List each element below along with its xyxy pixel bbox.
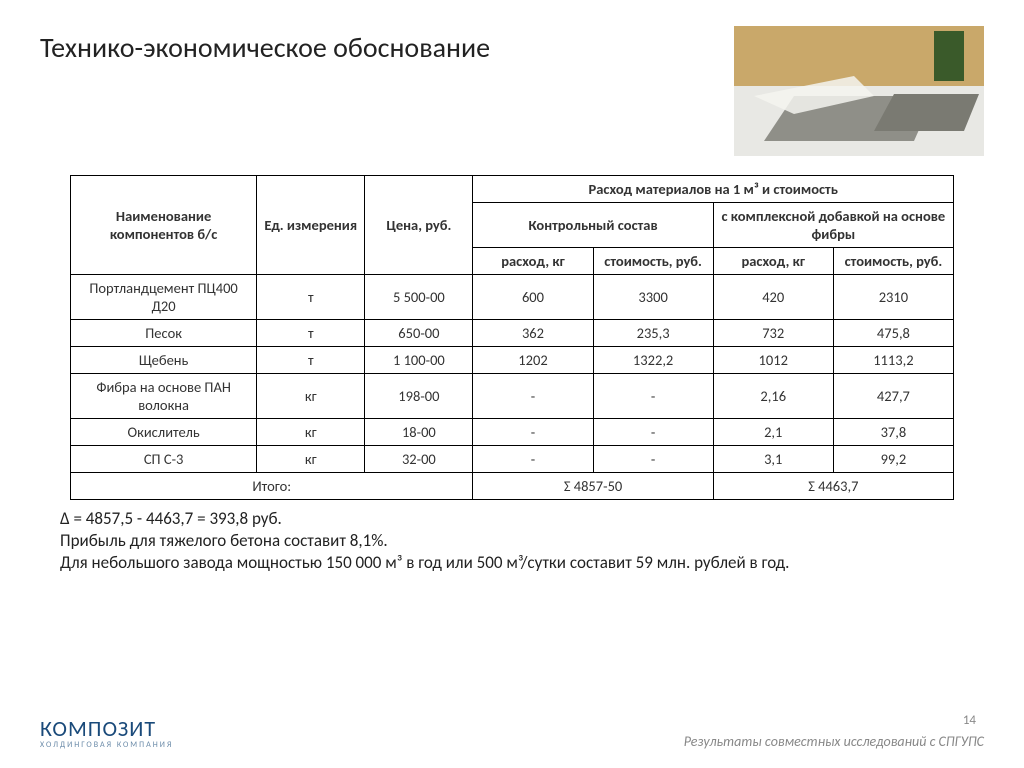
logo-main-text: КОМПОЗИТ [40,715,173,742]
table-cell: 732 [713,320,833,347]
table-row: Фибра на основе ПАН волокнакг198-00--2,1… [71,374,954,419]
table-cell: - [473,446,593,473]
table-cell: - [593,446,713,473]
table-cell: т [257,320,365,347]
table-cell: - [473,419,593,446]
logo-sub-text: ХОЛДИНГОВАЯ КОМПАНИЯ [40,740,173,750]
table-cell: 1322,2 [593,347,713,374]
table-row: Песокт650-00362235,3732475,8 [71,320,954,347]
table-cell: 600 [473,275,593,320]
footer-note: Результаты совместных исследований с СПГ… [684,733,984,750]
table-cell: 18-00 [365,419,473,446]
table-cell: кг [257,419,365,446]
total-row: Итого: Σ 4857-50 Σ 4463,7 [71,473,954,500]
table-cell: 32-00 [365,446,473,473]
table-cell: 99,2 [833,446,953,473]
table-cell: 650-00 [365,320,473,347]
slide-footer: КОМПОЗИТ ХОЛДИНГОВАЯ КОМПАНИЯ 14 Результ… [0,710,1024,750]
table-cell: 2,16 [713,374,833,419]
table-cell: - [593,419,713,446]
table-row: СП С-3кг32-00--3,199,2 [71,446,954,473]
total-additive: Σ 4463,7 [713,473,953,500]
th-additive-kg: расход, кг [713,248,833,275]
table-cell: 198-00 [365,374,473,419]
table-row: Щебеньт1 100-0012021322,210121113,2 [71,347,954,374]
total-label: Итого: [71,473,473,500]
table-cell: СП С-3 [71,446,257,473]
table-cell: 427,7 [833,374,953,419]
table-cell: кг [257,446,365,473]
table-row: Окислителькг18-00--2,137,8 [71,419,954,446]
th-unit: Ед. измерения [257,176,365,275]
table-body: Портландцемент ПЦ400 Д20т5 500-006003300… [71,275,954,473]
table-cell: 1202 [473,347,593,374]
table-cell: 420 [713,275,833,320]
th-additive-cost: стоимость, руб. [833,248,953,275]
table-cell: 1012 [713,347,833,374]
table-cell: 2310 [833,275,953,320]
table-cell: - [473,374,593,419]
table-cell: т [257,275,365,320]
th-control-cost: стоимость, руб. [593,248,713,275]
table-cell: 3300 [593,275,713,320]
table-cell: - [593,374,713,419]
table-cell: кг [257,374,365,419]
table-cell: 362 [473,320,593,347]
th-name: Наименование компонентов б/с [71,176,257,275]
table-cell: 3,1 [713,446,833,473]
page-number: 14 [963,713,976,728]
summary-line-1: Δ = 4857,5 - 4463,7 = 393,8 руб. [60,508,964,530]
table-cell: т [257,347,365,374]
company-logo: КОМПОЗИТ ХОЛДИНГОВАЯ КОМПАНИЯ [40,715,173,750]
table-cell: 475,8 [833,320,953,347]
table-cell: 5 500-00 [365,275,473,320]
table-row: Портландцемент ПЦ400 Д20т5 500-006003300… [71,275,954,320]
table-cell: Окислитель [71,419,257,446]
summary-line-3: Для небольшого завода мощностью 150 000 … [60,552,964,574]
th-control-kg: расход, кг [473,248,593,275]
table-cell: 2,1 [713,419,833,446]
th-consumption-group: Расход материалов на 1 м³ и стоимость [473,176,954,203]
table-cell: Портландцемент ПЦ400 Д20 [71,275,257,320]
table-cell: Песок [71,320,257,347]
cost-table: Наименование компонентов б/с Ед. измерен… [70,175,954,500]
summary-line-2: Прибыль для тяжелого бетона составит 8,1… [60,530,964,552]
cost-table-container: Наименование компонентов б/с Ед. измерен… [40,175,984,500]
table-cell: 1 100-00 [365,347,473,374]
table-cell: Щебень [71,347,257,374]
table-cell: 37,8 [833,419,953,446]
decorative-photo [734,26,984,156]
table-cell: Фибра на основе ПАН волокна [71,374,257,419]
th-additive: с комплексной добавкой на основе фибры [713,203,953,248]
summary-block: Δ = 4857,5 - 4463,7 = 393,8 руб. Прибыль… [40,508,984,574]
table-cell: 235,3 [593,320,713,347]
table-cell: 1113,2 [833,347,953,374]
total-control: Σ 4857-50 [473,473,713,500]
th-control: Контрольный состав [473,203,713,248]
th-price: Цена, руб. [365,176,473,275]
